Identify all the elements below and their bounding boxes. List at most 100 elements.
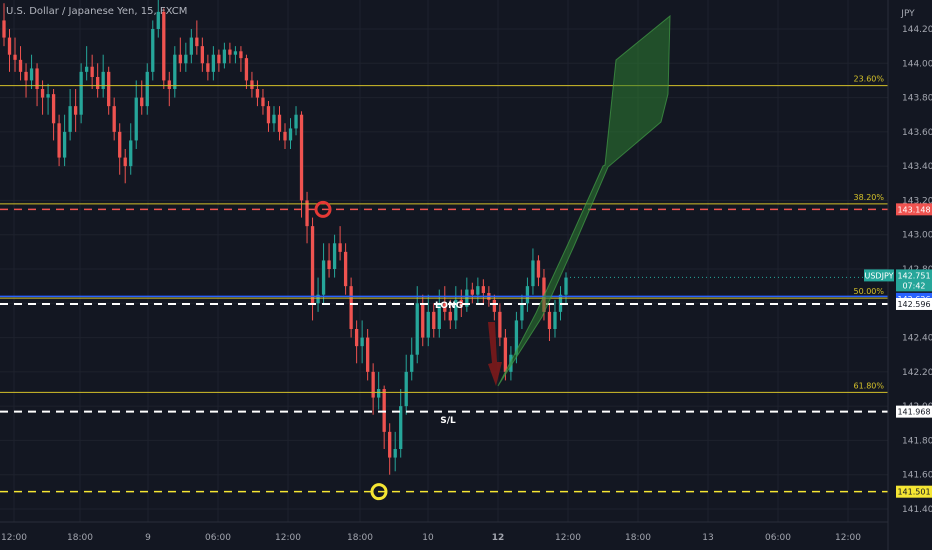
- candle-body: [459, 299, 463, 307]
- candle-body: [18, 59, 23, 72]
- candle-body: [29, 68, 34, 81]
- symbol-title[interactable]: U.S. Dollar / Japanese Yen, 15, FXCM: [6, 6, 188, 17]
- time-tick-label: 12:00: [1, 533, 27, 543]
- candle-body: [360, 337, 364, 347]
- price-tick-label: 144.200: [902, 25, 932, 35]
- candle-body: [410, 354, 414, 372]
- candle-body: [520, 303, 524, 321]
- price-tag-text: 141.501: [897, 488, 930, 497]
- candle-body: [349, 286, 353, 329]
- fib-level-label: 50.00%: [853, 287, 884, 296]
- time-tick-label: 18:00: [347, 533, 373, 543]
- red-circle-marker: [314, 200, 332, 218]
- candle-body: [250, 80, 254, 89]
- green-up-arrow: [497, 14, 671, 387]
- candle-body: [338, 243, 342, 252]
- candle-body: [310, 226, 315, 304]
- time-tick-label: 06:00: [765, 533, 791, 543]
- candle-body: [365, 337, 370, 372]
- candle-body: [228, 49, 232, 55]
- time-tick-label: 12:00: [555, 533, 581, 543]
- candle-body: [371, 371, 375, 398]
- price-tick-label: 142.200: [902, 368, 932, 378]
- candle-body: [140, 97, 144, 107]
- price-tick-label: 141.800: [902, 436, 932, 446]
- time-axis[interactable]: 12:00 18:00 9 06:00 12:00 18:00 10 12 12:00 18:00…: [0, 521, 888, 543]
- candle-body: [118, 131, 122, 158]
- current-price-tag-bg: [896, 269, 932, 292]
- price-tag-bg: [896, 485, 932, 498]
- candle-body: [261, 97, 265, 107]
- price-tag-text: 141.968: [897, 408, 930, 417]
- candle-body: [112, 106, 116, 132]
- candle-body: [156, 11, 160, 29]
- candle-body: [101, 71, 105, 89]
- candle-body: [327, 260, 331, 269]
- price-tick-label: 141.600: [902, 471, 932, 481]
- red-down-arrow: [488, 322, 502, 386]
- time-tick-label: 10: [422, 533, 434, 543]
- time-tick-label: 12:00: [275, 533, 301, 543]
- currency-label: JPY: [900, 9, 915, 19]
- candle-body: [7, 37, 12, 55]
- candle-body: [13, 54, 17, 60]
- candle-body: [448, 311, 452, 321]
- candle-body: [217, 54, 221, 64]
- candle-body: [24, 71, 28, 81]
- price-levels: 23.60% 38.20% 50.00% 61.80%: [0, 75, 888, 493]
- candle-body: [222, 49, 227, 64]
- price-tick-label: 143.200: [902, 196, 932, 206]
- candle-body: [184, 54, 188, 64]
- candle-body: [51, 94, 56, 124]
- candle-body: [437, 303, 441, 329]
- candle-body: [178, 54, 182, 64]
- candle-body: [377, 389, 381, 398]
- candle-body: [514, 320, 519, 355]
- price-tick-label: 143.000: [902, 231, 932, 241]
- candle-body: [62, 131, 67, 158]
- candle-body: [503, 337, 508, 372]
- price-tick-label: 141.400: [902, 505, 932, 515]
- candle-body: [162, 11, 166, 81]
- candle-body: [305, 200, 309, 227]
- fib-level-label: 61.80%: [853, 381, 884, 390]
- time-tick-label: 18:00: [67, 533, 93, 543]
- candle-body: [145, 71, 149, 107]
- candle-body: [233, 51, 238, 55]
- chart-grid: [0, 0, 888, 522]
- candle-body: [107, 71, 111, 107]
- candle-body: [35, 68, 39, 89]
- candle-body: [40, 89, 45, 98]
- candle-body: [432, 311, 436, 329]
- candle-body: [404, 371, 408, 407]
- candle-body: [272, 114, 276, 124]
- candle-body: [492, 299, 497, 312]
- price-tag-text: 142.596: [897, 300, 930, 309]
- time-tick-label: 12: [492, 533, 505, 543]
- price-tick-label: 143.600: [902, 128, 932, 138]
- candle-body: [73, 106, 78, 115]
- price-tag-text: 143.148: [897, 205, 930, 214]
- candle-body: [283, 131, 287, 141]
- countdown-text: 07:42: [902, 281, 925, 290]
- candle-body: [316, 294, 320, 304]
- candle-body: [68, 106, 72, 132]
- candle-body: [266, 106, 271, 124]
- candle-body: [498, 311, 502, 338]
- candle-body: [399, 406, 403, 449]
- candle-body: [343, 251, 348, 287]
- candle-body: [332, 243, 337, 269]
- price-tick-label: 144.000: [902, 59, 932, 69]
- candle-body: [553, 311, 557, 329]
- candle-body: [476, 286, 480, 295]
- candle-body: [382, 389, 386, 432]
- annotation-sl: S/L: [440, 416, 456, 426]
- fib-level-label: 23.60%: [853, 75, 884, 84]
- candle-body: [354, 329, 359, 347]
- candle-body: [167, 80, 171, 89]
- price-tick-label: 142.400: [902, 334, 932, 344]
- fib-level-label: 38.20%: [853, 193, 884, 202]
- candle-body: [173, 54, 177, 89]
- candle-body: [129, 140, 133, 167]
